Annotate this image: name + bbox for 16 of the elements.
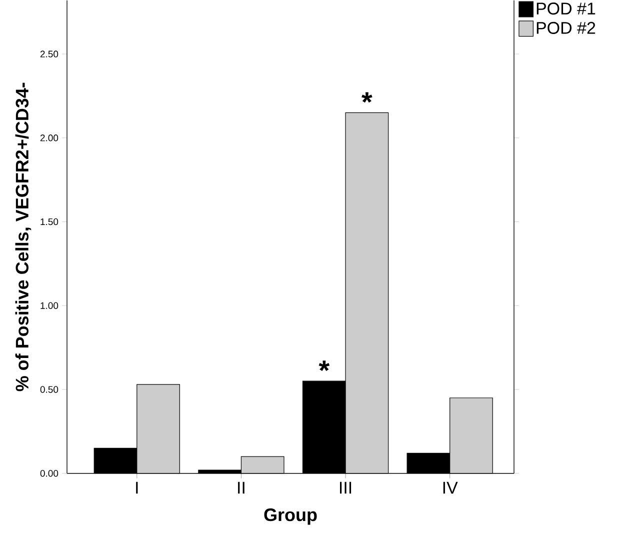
x-tick-label: II <box>238 482 244 494</box>
legend-label: POD #2 <box>536 22 596 34</box>
y-tick-label: 1.50 <box>40 218 58 225</box>
y-tick-label: 0.00 <box>40 470 58 477</box>
x-tick-label: I <box>136 482 138 494</box>
y-tick-label: 1.00 <box>40 302 58 309</box>
y-tick-label: 2.00 <box>40 134 58 142</box>
annotation: * <box>362 92 372 103</box>
x-tick-label: IV <box>443 482 458 494</box>
y-tick-label: 0.50 <box>40 386 58 393</box>
y-tick-label: 2.50 <box>40 50 58 58</box>
legend-label: POD #1 <box>536 2 596 14</box>
x-tick-label: III <box>340 482 352 494</box>
x-axis-title: Group <box>264 508 317 525</box>
annotation: * <box>318 360 330 371</box>
y-axis-title: % of Positive Cells, VEGFR2+/CD34- <box>15 82 32 392</box>
